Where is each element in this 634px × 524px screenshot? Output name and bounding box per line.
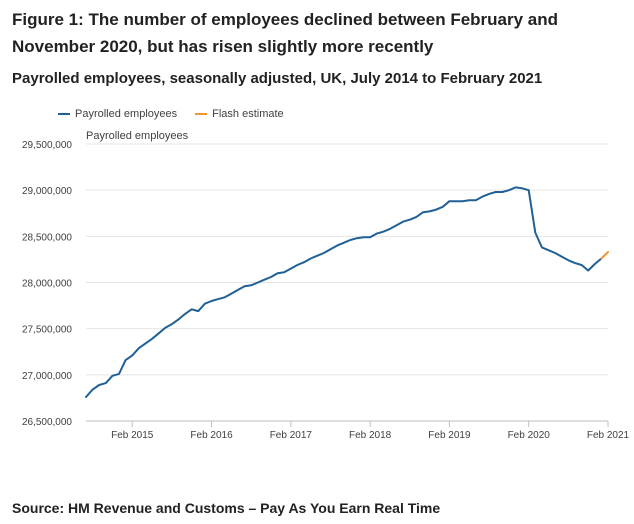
series-line-payrolled	[85, 186, 603, 398]
y-tick-label: 28,500,000	[22, 232, 72, 243]
gridlines	[86, 143, 608, 422]
x-tick-label: Feb 2016	[190, 430, 233, 441]
legend-item-flash[interactable]: Flash estimate	[195, 108, 284, 120]
y-tick-label: 29,000,000	[22, 186, 72, 197]
chart-subtitle: Payrolled employees, seasonally adjusted…	[12, 70, 543, 87]
legend-item-payrolled[interactable]: Payrolled employees	[58, 108, 177, 120]
x-tick-label: Feb 2015	[111, 430, 154, 441]
line-chart: 26,500,000 27,000,000 27,500,000 28,000,000…	[22, 130, 630, 441]
y-tick-label: 26,500,000	[22, 417, 72, 428]
legend-swatch-flash	[195, 113, 208, 115]
y-axis: 26,500,000 27,000,000 27,500,000 28,000,000…	[22, 140, 72, 428]
legend-label-payrolled: Payrolled employees	[75, 108, 178, 120]
legend-label-flash: Flash estimate	[212, 108, 284, 120]
series-line-flash	[600, 251, 609, 260]
x-tick-label: Feb 2020	[508, 430, 551, 441]
source-note: Source: HM Revenue and Customs – Pay As …	[12, 500, 441, 516]
series-lines	[85, 186, 609, 398]
y-tick-label: 29,500,000	[22, 140, 72, 151]
x-tick-label: Feb 2019	[428, 430, 471, 441]
x-tick-label: Feb 2021	[587, 430, 630, 441]
x-tick-label: Feb 2017	[270, 430, 313, 441]
y-axis-label: Payrolled employees	[86, 130, 189, 142]
y-tick-label: 27,500,000	[22, 325, 72, 336]
x-tick-label: Feb 2018	[349, 430, 392, 441]
legend-swatch-payrolled	[58, 113, 70, 115]
y-tick-label: 28,000,000	[22, 279, 72, 290]
chart-title: Figure 1: The number of employees declin…	[12, 10, 559, 56]
y-tick-label: 27,000,000	[22, 371, 72, 382]
x-axis: Feb 2015 Feb 2016 Feb 2017 Feb 2018 Feb 2019…	[111, 421, 630, 441]
chart-legend: Payrolled employees Flash estimate	[58, 106, 302, 122]
